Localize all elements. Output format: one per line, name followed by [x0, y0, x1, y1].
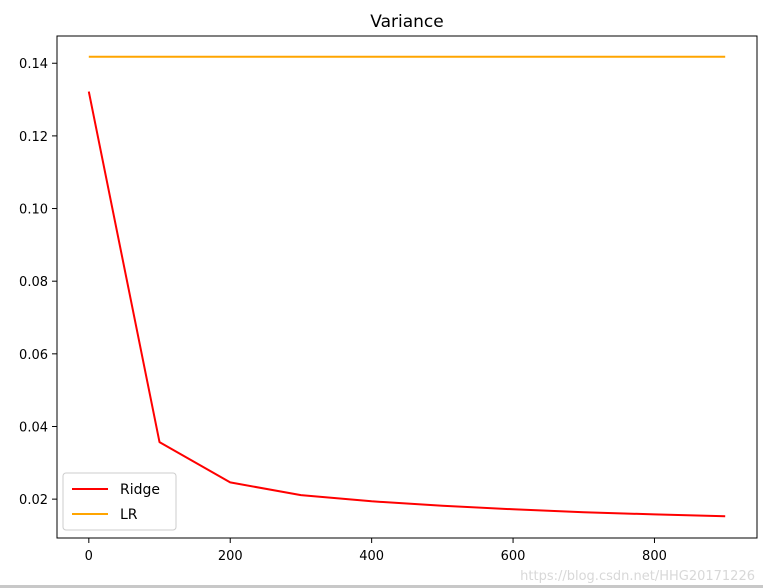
y-tick-label: 0.02	[19, 493, 48, 508]
legend: Ridge LR	[62, 472, 177, 531]
legend-box	[62, 472, 177, 531]
x-tick-label: 200	[218, 549, 243, 564]
y-tick-label: 0.14	[19, 57, 48, 72]
x-tick-label: 400	[359, 549, 384, 564]
plot-area	[87, 55, 726, 518]
y-tick-label: 0.12	[19, 130, 48, 145]
y-tick-label: 0.04	[19, 420, 48, 435]
watermark-text: https://blog.csdn.net/HHG20171226	[520, 569, 755, 584]
y-tick-label: 0.10	[19, 203, 48, 218]
chart-title: Variance	[370, 12, 443, 32]
axes-frame	[56, 35, 758, 539]
series-line-ridge	[87, 91, 726, 518]
y-tick-label: 0.06	[19, 348, 48, 363]
legend-label-ridge: Ridge	[120, 482, 160, 498]
legend-label-lr: LR	[120, 507, 138, 523]
x-tick-label: 800	[642, 549, 667, 564]
axes: 0 200 400 600 800 0.02 0.04 0.06 0.08 0.10 0.12 0.1…	[19, 35, 758, 564]
x-tick-label: 0	[85, 549, 93, 564]
y-tick-label: 0.08	[19, 275, 48, 290]
bottom-border	[0, 585, 763, 588]
x-tick-label: 600	[501, 549, 526, 564]
